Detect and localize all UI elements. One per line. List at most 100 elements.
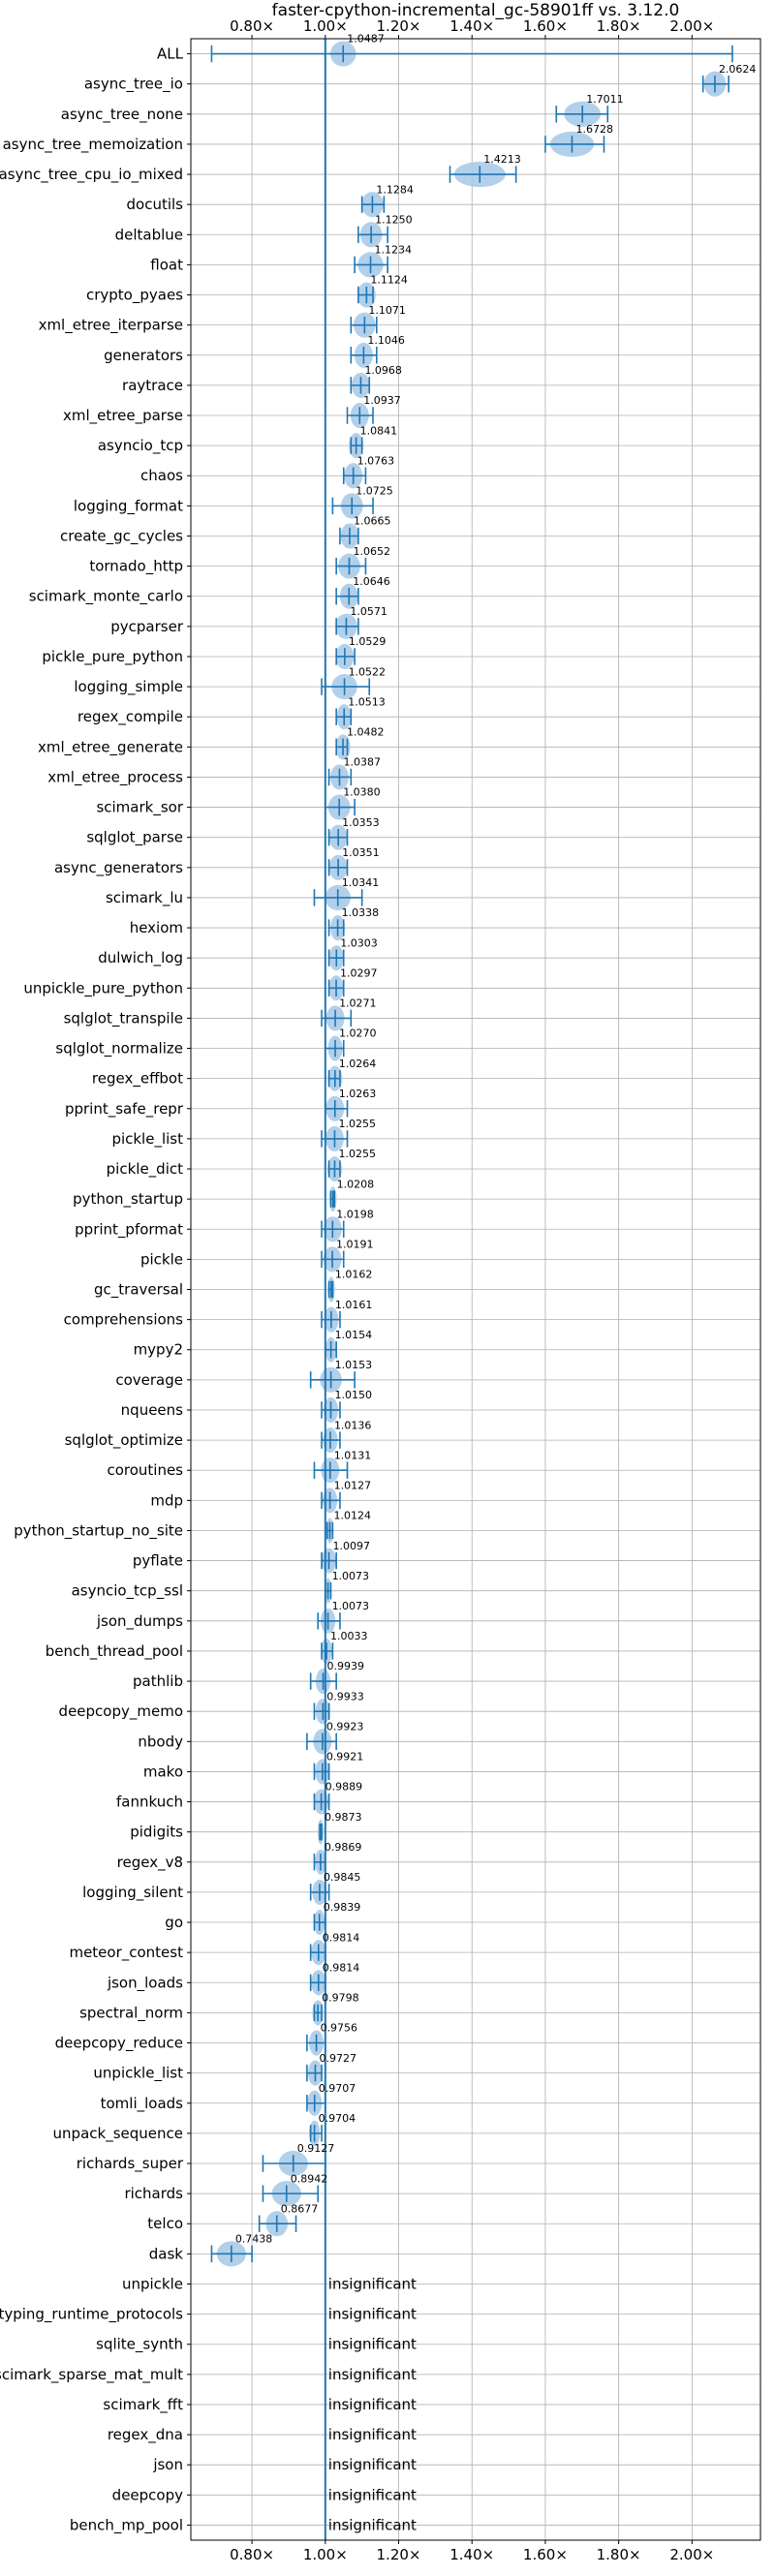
- value-label: 1.0297: [340, 966, 378, 979]
- category-label: raytrace: [122, 377, 183, 394]
- value-label: 1.0255: [338, 1118, 376, 1130]
- value-label: 1.0124: [333, 1510, 371, 1522]
- category-label: xml_etree_iterparse: [39, 317, 183, 335]
- insignificant-label: insignificant: [328, 2306, 417, 2323]
- value-label: 0.8942: [291, 2172, 328, 2185]
- category-label: go: [165, 1914, 183, 1931]
- category-label: pickle_list: [111, 1130, 183, 1149]
- value-label: 0.9727: [319, 2052, 356, 2065]
- value-label: 1.0841: [360, 424, 398, 437]
- value-label: 1.1046: [367, 334, 405, 347]
- value-label: 0.9889: [326, 1781, 363, 1794]
- category-label: pprint_pformat: [75, 1220, 183, 1239]
- value-label: 1.0968: [364, 364, 402, 377]
- category-label: telco: [147, 2215, 183, 2232]
- value-label: 1.0351: [342, 846, 380, 859]
- category-label: unpack_sequence: [53, 2125, 183, 2143]
- x-tick-label-bottom: 1.40×: [450, 2546, 494, 2563]
- x-tick-label-bottom: 1.20×: [377, 2546, 421, 2563]
- category-label: pathlib: [133, 1672, 183, 1690]
- value-label: 1.0161: [335, 1299, 373, 1311]
- x-tick-label-top: 1.80×: [597, 17, 641, 35]
- category-label: regex_v8: [117, 1854, 183, 1872]
- value-label: 1.0270: [339, 1027, 377, 1040]
- value-label: 1.0263: [339, 1088, 377, 1100]
- category-label: scimark_lu: [106, 889, 183, 907]
- value-label: 1.0208: [337, 1178, 375, 1190]
- category-label: pickle: [140, 1250, 183, 1268]
- category-label: unpickle: [122, 2275, 183, 2292]
- value-label: 1.0162: [335, 1269, 373, 1281]
- value-label: 1.0127: [334, 1480, 372, 1492]
- category-label: regex_effbot: [92, 1070, 183, 1089]
- category-label: scimark_fft: [103, 2396, 183, 2414]
- value-label: 1.0271: [339, 997, 377, 1010]
- category-label: ALL: [157, 46, 184, 63]
- value-label: 0.9814: [323, 1931, 360, 1944]
- value-label: 1.0153: [335, 1359, 373, 1371]
- value-label: 1.1284: [376, 183, 414, 196]
- category-label: coverage: [115, 1371, 183, 1389]
- grid: [187, 35, 760, 2544]
- value-label: 1.0529: [349, 635, 387, 648]
- category-label: regex_compile: [78, 708, 183, 726]
- category-label: async_generators: [54, 859, 183, 877]
- category-label: async_tree_io: [84, 76, 183, 94]
- category-label: scimark_sparse_mat_mult: [0, 2366, 183, 2384]
- category-label: nqueens: [121, 1401, 183, 1419]
- value-label: 0.9704: [319, 2112, 356, 2125]
- category-label: generators: [104, 347, 183, 364]
- category-label: docutils: [127, 196, 184, 213]
- value-label: 1.0255: [338, 1148, 376, 1160]
- value-label: 0.8677: [281, 2202, 319, 2215]
- category-label: crypto_pyaes: [86, 287, 183, 305]
- category-label: pickle_dict: [107, 1160, 183, 1179]
- category-label: chaos: [140, 467, 183, 484]
- value-label: 0.9921: [326, 1751, 364, 1763]
- value-label: 0.9127: [297, 2142, 335, 2155]
- value-label: 0.9814: [323, 1961, 360, 1974]
- x-tick-label-top: 0.80×: [230, 17, 274, 35]
- value-label: 1.0387: [343, 756, 381, 769]
- category-label: python_startup: [73, 1190, 183, 1209]
- value-label: 1.0154: [335, 1329, 373, 1341]
- category-label: deepcopy_reduce: [55, 2035, 183, 2053]
- category-label: pycparser: [110, 618, 184, 635]
- value-label: 1.1250: [375, 213, 413, 226]
- category-label: float: [150, 256, 183, 273]
- value-label: 2.0624: [719, 63, 757, 76]
- value-label: 1.0131: [334, 1449, 372, 1461]
- category-label: deepcopy: [112, 2486, 183, 2503]
- value-label: 1.1071: [368, 304, 406, 317]
- category-label: hexiom: [130, 919, 183, 936]
- value-label: 1.0652: [353, 545, 390, 558]
- category-label: deepcopy_memo: [59, 1702, 183, 1721]
- category-label: pidigits: [130, 1824, 183, 1841]
- value-label: 1.0191: [336, 1239, 374, 1251]
- x-tick-label-bottom: 1.60×: [523, 2546, 568, 2563]
- value-label: 1.0513: [348, 695, 386, 708]
- category-label: mdp: [150, 1491, 183, 1509]
- value-label: 1.0136: [334, 1419, 372, 1431]
- category-label: richards_super: [77, 2155, 184, 2173]
- category-label: xml_etree_generate: [38, 738, 183, 756]
- category-label: spectral_norm: [79, 2004, 183, 2022]
- x-tick-label-bottom: 2.00×: [669, 2546, 714, 2563]
- category-label: logging_format: [74, 497, 183, 515]
- category-label: mypy2: [134, 1341, 183, 1359]
- value-label: 0.9845: [324, 1871, 361, 1884]
- value-label: 1.0097: [332, 1540, 370, 1552]
- x-tick-label-top: 1.20×: [377, 17, 421, 35]
- category-label: bench_thread_pool: [46, 1642, 183, 1661]
- x-tick-label-top: 1.40×: [450, 17, 494, 35]
- value-label: 0.9923: [326, 1720, 364, 1733]
- plot-marks: [210, 39, 733, 2540]
- category-label: async_tree_cpu_io_mixed: [0, 166, 183, 184]
- category-label: dulwich_log: [98, 949, 183, 967]
- value-label: 0.9756: [321, 2022, 358, 2035]
- category-label: xml_etree_process: [47, 768, 183, 786]
- value-label: 0.9798: [322, 1992, 359, 2005]
- category-label: tornado_http: [89, 558, 183, 576]
- insignificant-label: insignificant: [328, 2516, 417, 2533]
